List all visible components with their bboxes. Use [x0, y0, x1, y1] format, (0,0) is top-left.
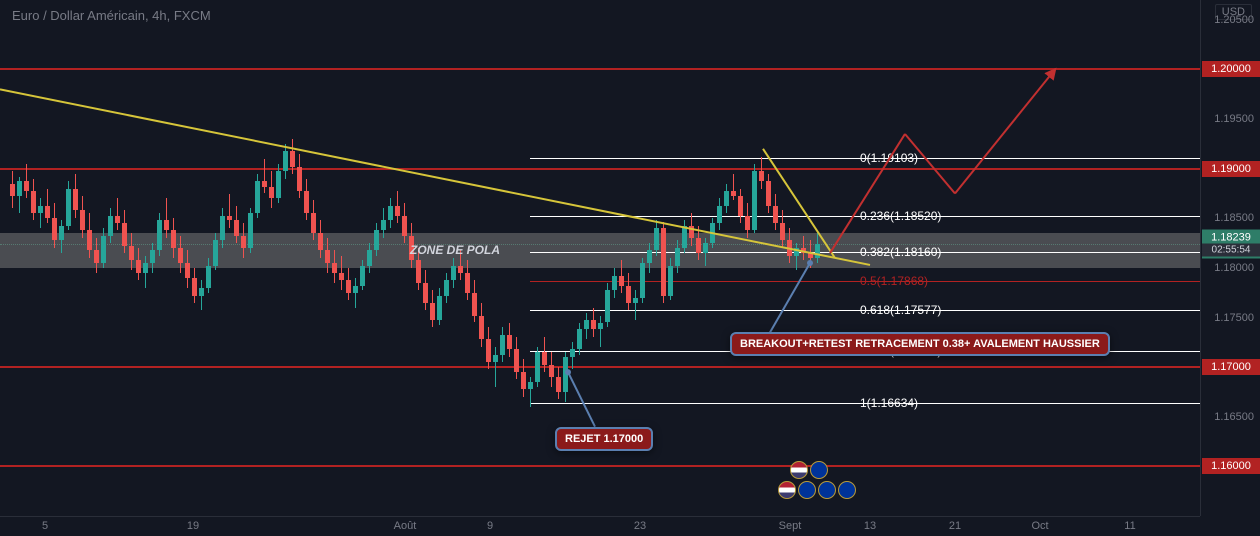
x-tick: 23: [634, 520, 646, 532]
price-level-badge: 1.17000: [1202, 359, 1260, 375]
x-tick: Août: [394, 520, 417, 532]
price-level-badge: 1.20000: [1202, 61, 1260, 77]
y-tick: 1.18500: [1214, 212, 1254, 224]
y-tick: 1.17500: [1214, 312, 1254, 324]
y-tick: 1.16500: [1214, 411, 1254, 423]
callout[interactable]: REJET 1.17000: [555, 427, 653, 451]
y-tick: 1.20500: [1214, 14, 1254, 26]
x-tick: 19: [187, 520, 199, 532]
current-price-badge: 1.1823902:55:54: [1202, 230, 1260, 259]
price-level-badge: 1.16000: [1202, 458, 1260, 474]
event-flags[interactable]: [790, 461, 828, 479]
price-level-badge: 1.19000: [1202, 161, 1260, 177]
x-tick: 5: [42, 520, 48, 532]
x-tick: 13: [864, 520, 876, 532]
x-tick: 9: [487, 520, 493, 532]
eu-flag-icon: [810, 461, 828, 479]
chart-container: Euro / Dollar Américain, 4h, FXCM ZONE D…: [0, 0, 1260, 536]
x-axis: 5 19 Août 9 23 Sept 13 21 Oct 11: [0, 516, 1200, 536]
y-tick: 1.19500: [1214, 113, 1254, 125]
chart-title: Euro / Dollar Américain, 4h, FXCM: [12, 8, 211, 23]
x-tick: 11: [1124, 520, 1135, 532]
countdown: 02:55:54: [1202, 244, 1260, 257]
x-tick: Oct: [1031, 520, 1048, 532]
current-price-value: 1.18239: [1202, 232, 1260, 244]
event-flags[interactable]: [778, 481, 856, 499]
zone-label: ZONE DE POLA: [410, 243, 500, 257]
us-flag-icon: [790, 461, 808, 479]
x-tick: 21: [949, 520, 961, 532]
eu-flag-icon: [818, 481, 836, 499]
x-tick: Sept: [779, 520, 802, 532]
us-flag-icon: [778, 481, 796, 499]
plot-area[interactable]: ZONE DE POLA 0(1.19103)0.236(1.18520)0.3…: [0, 0, 1200, 516]
eu-flag-icon: [798, 481, 816, 499]
callout[interactable]: BREAKOUT+RETEST RETRACEMENT 0.38+ AVALEM…: [730, 332, 1110, 356]
y-axis: USD 1.205001.195001.185001.180001.175001…: [1200, 0, 1260, 516]
eu-flag-icon: [838, 481, 856, 499]
y-tick: 1.18000: [1214, 262, 1254, 274]
